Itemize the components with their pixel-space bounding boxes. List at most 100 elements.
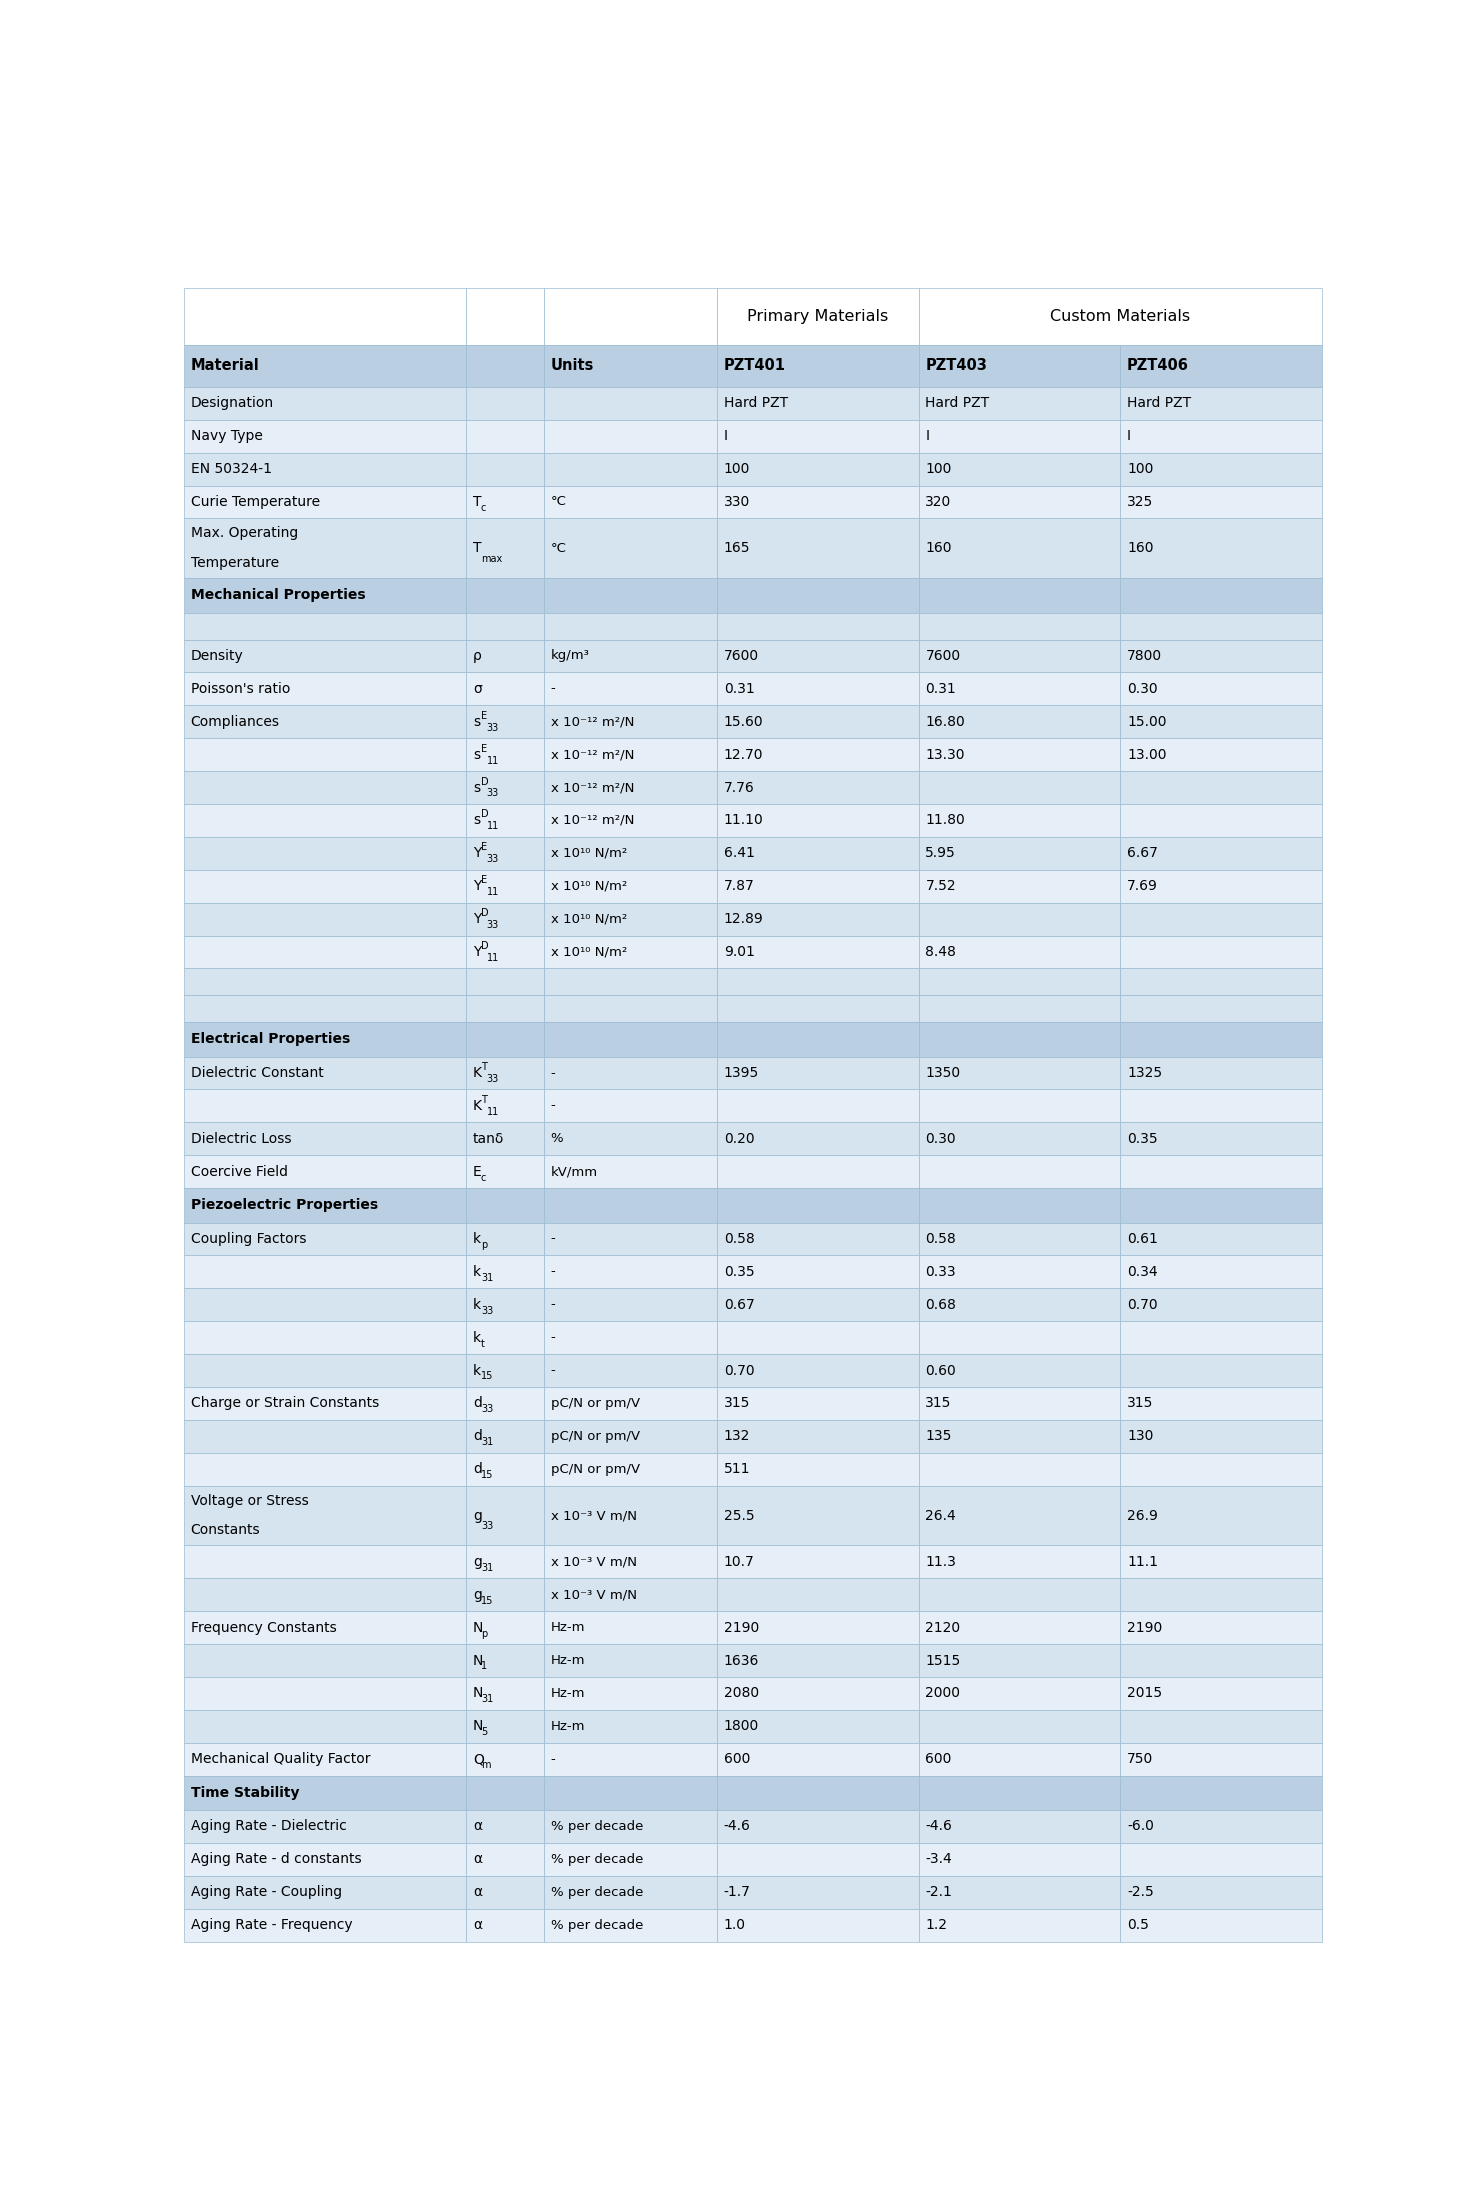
Text: E: E — [481, 874, 487, 885]
Text: α: α — [473, 1884, 482, 1900]
Bar — [184, 1578, 466, 1610]
Bar — [184, 1742, 466, 1775]
Bar — [1120, 1578, 1322, 1610]
Bar — [544, 1843, 717, 1875]
Bar — [544, 1875, 717, 1908]
Bar — [544, 706, 717, 738]
Bar — [466, 578, 544, 613]
Text: x 10⁻¹² m²/N: x 10⁻¹² m²/N — [551, 747, 634, 760]
Bar — [184, 870, 466, 903]
Bar — [919, 578, 1120, 613]
Bar — [184, 1545, 466, 1578]
Bar — [919, 1709, 1120, 1742]
Bar — [544, 1321, 717, 1354]
Bar — [1120, 1709, 1322, 1742]
Text: %: % — [551, 1133, 563, 1146]
Bar — [919, 1843, 1120, 1875]
Bar — [184, 1188, 466, 1223]
Bar — [184, 771, 466, 804]
Bar — [919, 995, 1120, 1023]
Bar — [544, 454, 717, 486]
Bar — [184, 486, 466, 519]
Text: Hz-m: Hz-m — [551, 1687, 585, 1700]
Bar — [1120, 1453, 1322, 1485]
Text: 12.89: 12.89 — [723, 911, 763, 927]
Bar — [717, 1810, 919, 1843]
Bar — [1120, 640, 1322, 673]
Bar — [1120, 1875, 1322, 1908]
Text: max: max — [481, 554, 503, 563]
Bar — [717, 771, 919, 804]
Text: 0.20: 0.20 — [723, 1133, 754, 1146]
Text: 9.01: 9.01 — [723, 944, 754, 960]
Bar — [1120, 486, 1322, 519]
Bar — [717, 1545, 919, 1578]
Bar — [544, 1709, 717, 1742]
Bar — [544, 1775, 717, 1810]
Bar — [717, 1420, 919, 1453]
Text: 31: 31 — [481, 1562, 492, 1573]
Text: s: s — [473, 747, 481, 762]
Text: 11: 11 — [487, 887, 498, 896]
Text: Temperature: Temperature — [191, 557, 279, 570]
Text: Y: Y — [473, 879, 482, 894]
Bar — [544, 486, 717, 519]
Bar — [1120, 1545, 1322, 1578]
Text: Aging Rate - Coupling: Aging Rate - Coupling — [191, 1884, 341, 1900]
Bar — [466, 1354, 544, 1387]
Text: 15: 15 — [481, 1372, 494, 1383]
Text: 10.7: 10.7 — [723, 1556, 754, 1569]
Text: 33: 33 — [487, 723, 498, 732]
Text: 13.30: 13.30 — [926, 747, 964, 762]
Text: Hz-m: Hz-m — [551, 1621, 585, 1634]
Bar — [919, 1387, 1120, 1420]
Text: Voltage or Stress: Voltage or Stress — [191, 1494, 309, 1507]
Bar — [544, 578, 717, 613]
Bar — [717, 1155, 919, 1188]
Bar — [466, 344, 544, 388]
Text: -3.4: -3.4 — [926, 1851, 953, 1867]
Bar — [919, 1023, 1120, 1056]
Text: 16.80: 16.80 — [926, 714, 966, 730]
Text: -4.6: -4.6 — [723, 1819, 751, 1834]
Bar — [544, 1676, 717, 1709]
Text: k: k — [473, 1264, 481, 1280]
Text: 0.67: 0.67 — [723, 1297, 754, 1312]
Text: 15: 15 — [481, 1595, 494, 1606]
Text: k: k — [473, 1231, 481, 1247]
Text: 750: 750 — [1127, 1753, 1154, 1766]
Text: 132: 132 — [723, 1429, 750, 1444]
Text: s: s — [473, 780, 481, 795]
Bar — [184, 640, 466, 673]
Bar — [717, 968, 919, 995]
Bar — [466, 1843, 544, 1875]
Bar — [919, 388, 1120, 421]
Bar — [184, 1288, 466, 1321]
Text: -: - — [551, 1365, 556, 1376]
Bar — [1120, 1023, 1322, 1056]
Bar — [544, 837, 717, 870]
Bar — [466, 1420, 544, 1453]
Bar — [717, 1321, 919, 1354]
Text: T: T — [473, 495, 482, 508]
Text: x 10⁻¹² m²/N: x 10⁻¹² m²/N — [551, 813, 634, 826]
Text: T: T — [481, 1096, 487, 1104]
Text: Max. Operating: Max. Operating — [191, 526, 298, 541]
Bar — [184, 519, 466, 578]
Bar — [466, 421, 544, 454]
Text: x 10⁻³ V m/N: x 10⁻³ V m/N — [551, 1588, 637, 1602]
Bar — [1120, 936, 1322, 968]
Text: 33: 33 — [481, 1521, 492, 1532]
Bar — [919, 1545, 1120, 1578]
Bar — [466, 1023, 544, 1056]
Bar — [184, 1387, 466, 1420]
Bar — [544, 344, 717, 388]
Text: 1350: 1350 — [926, 1067, 960, 1080]
Text: 12.70: 12.70 — [723, 747, 763, 762]
Bar — [1120, 1643, 1322, 1676]
Bar — [919, 289, 1322, 344]
Bar — [466, 454, 544, 486]
Bar — [717, 1453, 919, 1485]
Text: % per decade: % per decade — [551, 1854, 642, 1867]
Text: 33: 33 — [481, 1306, 492, 1315]
